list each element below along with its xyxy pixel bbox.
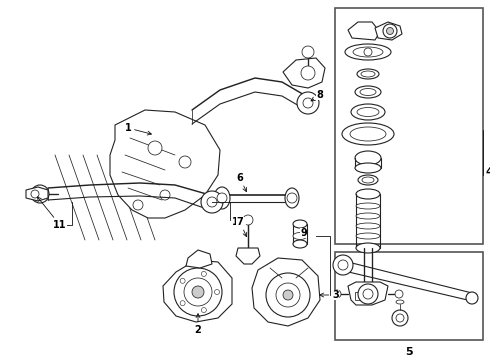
Text: 7: 7 [237, 217, 246, 237]
Circle shape [358, 284, 378, 304]
Circle shape [180, 278, 185, 283]
Circle shape [217, 193, 227, 203]
Circle shape [395, 290, 403, 298]
Circle shape [301, 66, 315, 80]
Circle shape [338, 260, 348, 270]
Polygon shape [252, 258, 320, 326]
Circle shape [201, 271, 206, 276]
Circle shape [333, 290, 341, 298]
Ellipse shape [361, 71, 375, 77]
Ellipse shape [355, 163, 381, 173]
Ellipse shape [356, 203, 380, 209]
Ellipse shape [362, 177, 374, 183]
Circle shape [207, 197, 217, 207]
Circle shape [387, 27, 393, 35]
Circle shape [133, 200, 143, 210]
Circle shape [363, 289, 373, 299]
Polygon shape [236, 248, 260, 264]
Ellipse shape [355, 151, 381, 165]
Polygon shape [340, 260, 476, 302]
Ellipse shape [356, 189, 380, 199]
Circle shape [215, 289, 220, 294]
Bar [335, 8, 483, 244]
Text: 6: 6 [237, 173, 246, 192]
Ellipse shape [345, 44, 391, 60]
Circle shape [466, 292, 478, 304]
Circle shape [333, 255, 353, 275]
Text: 5: 5 [405, 347, 413, 357]
Circle shape [283, 290, 293, 300]
Ellipse shape [293, 233, 307, 239]
Bar [355, 292, 369, 300]
Circle shape [31, 185, 49, 203]
Circle shape [201, 191, 223, 213]
Circle shape [392, 310, 408, 326]
Circle shape [179, 156, 191, 168]
Text: 2: 2 [195, 314, 201, 335]
Polygon shape [348, 22, 380, 40]
Circle shape [201, 307, 206, 312]
Ellipse shape [342, 123, 394, 145]
Circle shape [243, 215, 253, 225]
Text: 10: 10 [232, 217, 245, 227]
Circle shape [31, 190, 39, 198]
Circle shape [174, 268, 222, 316]
Circle shape [180, 301, 185, 306]
Ellipse shape [356, 213, 380, 219]
Ellipse shape [353, 47, 383, 57]
Circle shape [276, 283, 300, 307]
Circle shape [192, 286, 204, 298]
Circle shape [148, 141, 162, 155]
Circle shape [184, 278, 212, 306]
Ellipse shape [357, 108, 379, 117]
Circle shape [383, 24, 397, 38]
Polygon shape [186, 250, 212, 268]
Bar [335, 252, 483, 340]
Circle shape [303, 98, 313, 108]
Ellipse shape [358, 175, 378, 185]
Ellipse shape [293, 240, 307, 248]
Text: 4: 4 [485, 167, 490, 177]
Circle shape [266, 273, 310, 317]
Circle shape [364, 48, 372, 56]
Ellipse shape [351, 104, 385, 120]
Text: 9: 9 [300, 228, 307, 238]
Text: 8: 8 [311, 90, 323, 101]
Text: 11: 11 [37, 197, 67, 230]
Ellipse shape [356, 243, 380, 253]
Circle shape [160, 190, 170, 200]
Ellipse shape [357, 69, 379, 79]
Polygon shape [348, 282, 388, 305]
Ellipse shape [396, 300, 404, 304]
Ellipse shape [214, 187, 230, 209]
Polygon shape [375, 22, 402, 40]
Ellipse shape [356, 223, 380, 229]
Ellipse shape [355, 86, 381, 98]
Ellipse shape [293, 220, 307, 228]
Ellipse shape [360, 89, 376, 95]
Polygon shape [110, 110, 220, 218]
Circle shape [302, 46, 314, 58]
Ellipse shape [285, 188, 299, 208]
Text: 1: 1 [124, 123, 151, 135]
Ellipse shape [356, 233, 380, 239]
Polygon shape [283, 58, 325, 88]
Text: 3: 3 [319, 290, 339, 300]
Ellipse shape [350, 127, 386, 141]
Circle shape [396, 314, 404, 322]
Circle shape [297, 92, 319, 114]
Polygon shape [26, 187, 48, 201]
Circle shape [287, 193, 297, 203]
Polygon shape [163, 260, 232, 322]
